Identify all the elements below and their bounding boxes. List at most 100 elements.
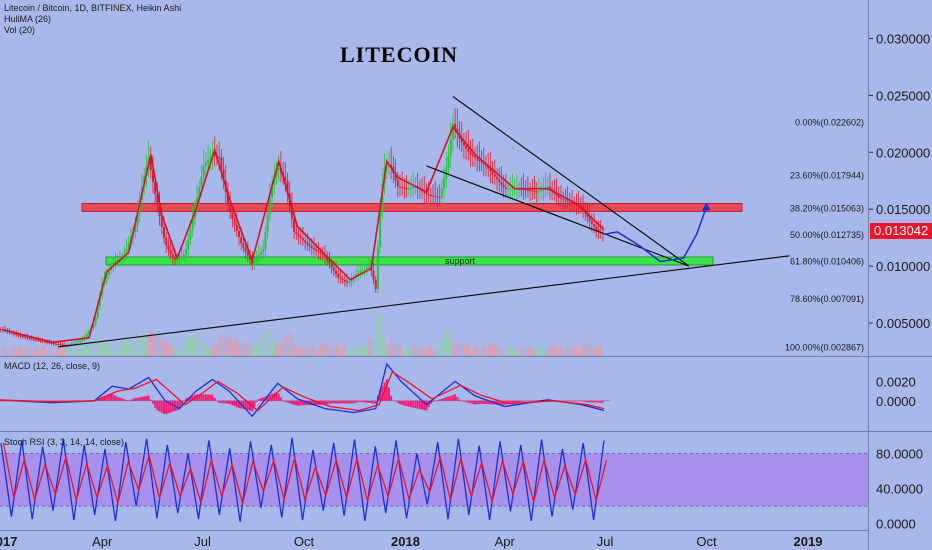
volume-bar <box>255 346 258 356</box>
macd-histogram-bar <box>244 400 247 410</box>
volume-bar <box>242 342 245 356</box>
volume-bar <box>189 333 192 356</box>
volume-bar <box>286 334 289 356</box>
macd-histogram-bar <box>134 397 137 401</box>
macd-histogram-bar <box>582 400 585 402</box>
volume-bar <box>383 342 386 356</box>
candle-body <box>19 335 22 337</box>
fib-level-label: 61.80%(0.010406) <box>790 256 864 266</box>
volume-bar <box>247 345 249 356</box>
volume-bar <box>306 342 309 356</box>
volume-bar <box>55 349 57 356</box>
volume-bar <box>361 350 364 356</box>
volume-bar <box>103 342 106 356</box>
macd-histogram-bar <box>99 398 102 401</box>
macd-histogram-bar <box>204 394 207 401</box>
volume-bar <box>335 344 337 356</box>
macd-histogram-bar <box>531 400 534 402</box>
macd-histogram-bar <box>487 400 490 405</box>
volume-bar <box>602 350 604 356</box>
volume-bar <box>562 350 564 356</box>
macd-histogram-bar <box>6 400 9 402</box>
candle-body <box>582 206 585 209</box>
volume-bar <box>599 343 602 356</box>
macd-histogram-bar <box>103 396 106 401</box>
volume-bar <box>348 346 351 356</box>
volume-bar <box>399 344 401 356</box>
volume-bar <box>487 346 490 356</box>
candle-body <box>449 139 452 156</box>
volume-bar <box>524 350 527 356</box>
candle-body <box>425 192 428 195</box>
volume-bar <box>518 349 520 356</box>
volume-bar <box>19 345 22 356</box>
candle-body <box>438 197 441 199</box>
projection-path[interactable] <box>604 206 708 263</box>
candle-body <box>460 138 463 143</box>
volume-bar <box>180 345 183 356</box>
trendline[interactable] <box>58 255 790 348</box>
candle-body <box>264 231 267 250</box>
candle-body <box>374 279 377 289</box>
volume-bar <box>233 341 236 356</box>
macd-histogram-bar <box>458 399 461 401</box>
volume-bar <box>474 345 476 356</box>
macd-histogram-bar <box>260 398 263 401</box>
volume-bar <box>44 344 46 356</box>
candle-body <box>200 176 203 188</box>
volume-bar <box>277 345 280 356</box>
candle-body <box>35 339 38 341</box>
macd-pane[interactable] <box>0 357 868 431</box>
candle-body <box>266 214 269 232</box>
volume-bar <box>441 338 443 356</box>
macd-histogram-bar <box>275 392 278 401</box>
volume-bar <box>145 349 148 356</box>
support-zone[interactable] <box>105 256 714 266</box>
candle-body <box>540 190 543 192</box>
candle-body <box>13 333 16 335</box>
macd-histogram-bar <box>304 400 307 406</box>
volume-bar <box>94 334 97 356</box>
volume-bar <box>421 344 423 356</box>
price-axis[interactable] <box>868 0 932 550</box>
volume-bar <box>262 330 265 356</box>
macd-histogram-bar <box>489 400 492 405</box>
candle-body <box>407 187 410 189</box>
macd-histogram-bar <box>462 400 465 402</box>
candle-body <box>379 212 382 248</box>
macd-histogram-bar <box>454 394 457 401</box>
macd-histogram-bar <box>222 400 225 404</box>
candle-body <box>52 343 55 345</box>
volume-bar <box>458 342 461 356</box>
candle-body <box>423 191 426 193</box>
macd-histogram-bar <box>584 400 587 402</box>
last-price-badge <box>870 223 932 239</box>
candle-body <box>588 216 591 221</box>
candle-body <box>229 203 232 213</box>
candle-body <box>361 270 364 272</box>
volume-bar <box>15 349 18 356</box>
candle-body <box>112 263 115 266</box>
candle-body <box>231 212 234 219</box>
candle-body <box>134 226 137 232</box>
candle-body <box>368 266 371 268</box>
volume-bar <box>330 347 333 356</box>
macd-histogram-bar <box>410 400 413 408</box>
candle-body <box>432 195 435 197</box>
candle-body <box>315 249 318 251</box>
volume-bar <box>202 345 205 356</box>
volume-bar <box>229 337 231 356</box>
macd-histogram-bar <box>249 400 252 411</box>
macd-histogram-bar <box>213 397 216 401</box>
volume-bar <box>379 315 381 356</box>
volume-bar <box>315 350 317 356</box>
resistance-zone[interactable] <box>81 202 743 212</box>
macd-histogram-bar <box>286 400 289 403</box>
candle-body <box>456 128 459 134</box>
candle-body <box>24 336 27 338</box>
candle-body <box>348 282 351 284</box>
volume-bar <box>273 338 276 356</box>
volume-bar <box>540 349 542 356</box>
trendline[interactable] <box>452 96 690 267</box>
